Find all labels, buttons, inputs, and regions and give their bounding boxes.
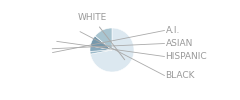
Wedge shape [95, 28, 112, 50]
Wedge shape [90, 36, 112, 50]
Text: WHITE: WHITE [78, 13, 125, 60]
Wedge shape [90, 28, 134, 72]
Text: BLACK: BLACK [166, 71, 195, 80]
Text: A.I.: A.I. [166, 26, 180, 35]
Text: ASIAN: ASIAN [166, 39, 193, 48]
Text: HISPANIC: HISPANIC [166, 52, 207, 61]
Wedge shape [90, 50, 112, 54]
Wedge shape [90, 46, 112, 51]
